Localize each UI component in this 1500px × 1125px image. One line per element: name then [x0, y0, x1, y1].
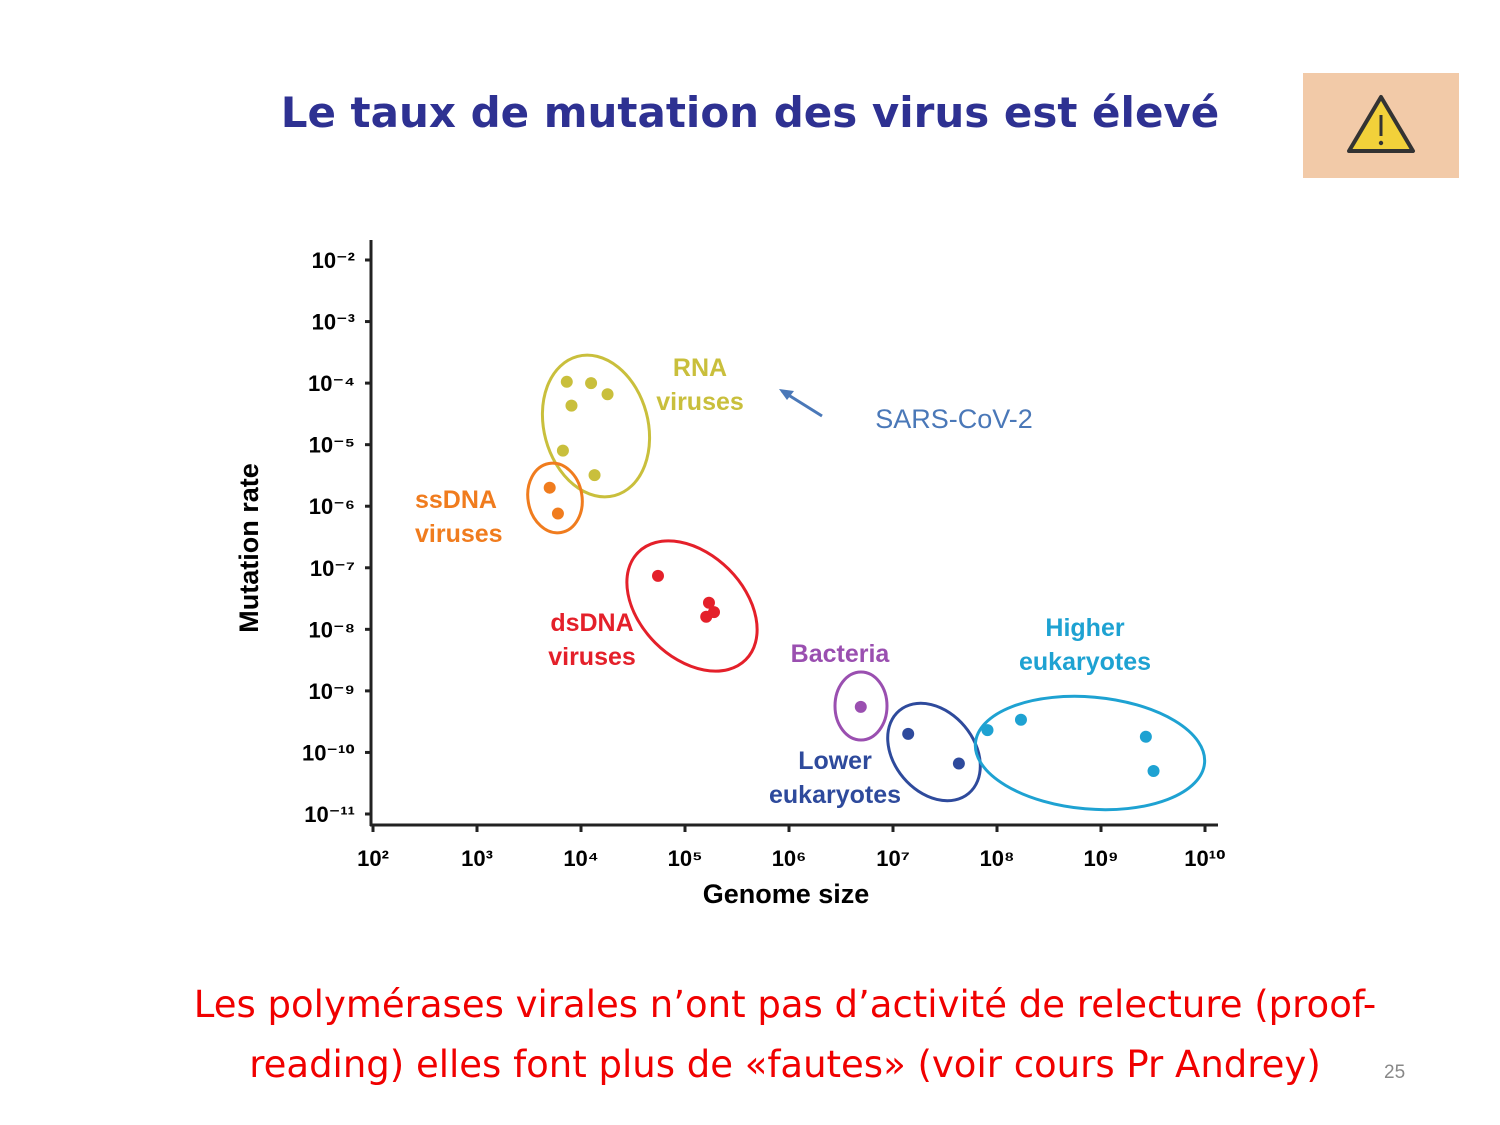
warning-icon: [1303, 73, 1459, 178]
point: [700, 610, 713, 623]
x-axis-label: Genome size: [703, 879, 870, 909]
warning-triangle: [1347, 95, 1415, 153]
x-tick-label: 10³: [461, 846, 493, 871]
x-tick-label: 10¹⁰: [1184, 846, 1225, 871]
y-tick-label: 10⁻⁵: [309, 433, 355, 458]
group-label: dsDNA viruses: [548, 609, 636, 671]
y-tick-label: 10⁻¹¹: [304, 802, 355, 827]
y-tick-label: 10⁻³: [312, 310, 355, 335]
x-tick-label: 10⁴: [563, 846, 598, 871]
y-tick-label: 10⁻¹⁰: [302, 740, 355, 765]
x-tick-label: 10⁸: [980, 846, 1015, 871]
group-label: RNA viruses: [656, 354, 744, 416]
annotation: SARS-CoV-2: [875, 404, 1033, 434]
footer-text: Les polymérases virales n’ont pas d’acti…: [193, 983, 1377, 1086]
page-number: 25: [1384, 1062, 1406, 1083]
slide-title: Le taux de mutation des virus est élevé: [280, 88, 1220, 137]
group-label: Lower eukaryotes: [768, 747, 902, 809]
x-tick-label: 10⁹: [1084, 846, 1119, 871]
point: [952, 757, 965, 770]
point: [601, 388, 614, 401]
point: [1014, 713, 1027, 726]
point: [651, 569, 664, 582]
y-tick-label: 10⁻⁴: [308, 371, 355, 396]
x-tick-label: 10²: [357, 846, 389, 871]
y-tick-label: 10⁻⁸: [309, 617, 355, 642]
x-tick-label: 10⁷: [876, 846, 910, 871]
point: [1147, 764, 1160, 777]
point: [588, 469, 601, 482]
point: [585, 377, 598, 390]
point: [565, 399, 578, 412]
arrow-head: [779, 389, 794, 400]
x-tick-label: 10⁶: [772, 846, 807, 871]
point: [981, 724, 994, 737]
y-axis-label: Mutation rate: [234, 463, 264, 633]
group-outlines: [526, 353, 1207, 812]
y-tick-label: 10⁻⁷: [310, 556, 355, 581]
point: [1139, 730, 1152, 743]
point: [556, 444, 569, 457]
point: [551, 507, 564, 520]
point: [702, 596, 715, 609]
x-tick-label: 10⁵: [668, 846, 703, 871]
group-label: Higher eukaryotes: [1018, 614, 1152, 676]
point: [543, 481, 556, 494]
y-tick-label: 10⁻²: [312, 248, 355, 273]
group-label: Bacteria: [790, 640, 890, 668]
y-tick-label: 10⁻⁶: [309, 494, 355, 519]
point: [560, 375, 573, 388]
point: [902, 727, 915, 740]
point: [854, 700, 867, 713]
group-label: ssDNA viruses: [415, 486, 503, 548]
y-tick-label: 10⁻⁹: [308, 679, 355, 704]
